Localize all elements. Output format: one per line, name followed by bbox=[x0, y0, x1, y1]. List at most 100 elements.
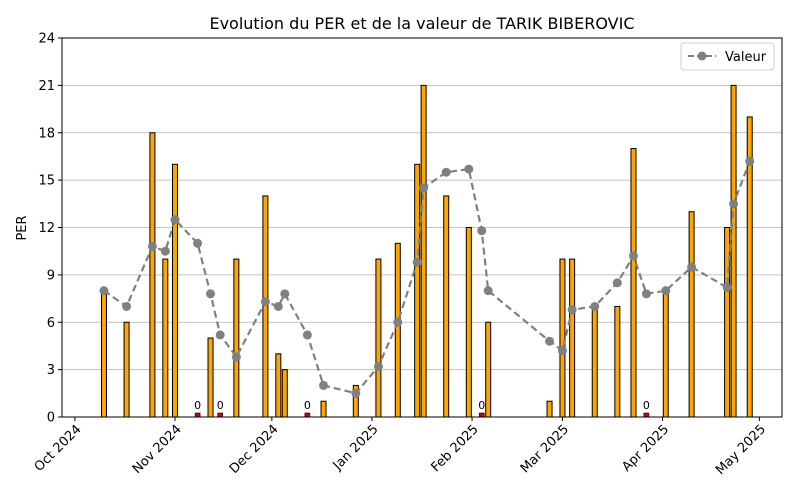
x-tick-label: Mar 2025 bbox=[518, 422, 572, 476]
zero-bar-label: 0 bbox=[304, 399, 311, 412]
per-bar bbox=[304, 412, 311, 418]
valeur-point bbox=[412, 257, 422, 267]
valeur-point bbox=[687, 262, 697, 272]
x-tick-label: Apr 2025 bbox=[619, 422, 672, 475]
per-bar bbox=[485, 321, 492, 418]
valeur-point bbox=[419, 183, 429, 193]
y-tick-label: 3 bbox=[47, 363, 55, 378]
zero-bar-labels: 0 0 0 0 0 bbox=[194, 399, 650, 412]
x-tick-label: May 2025 bbox=[713, 422, 769, 478]
valeur-point bbox=[231, 352, 241, 362]
x-axis-ticks: Oct 2024 Nov 2024 Dec 2024 Jan 2025 Feb 2025… bbox=[32, 417, 769, 478]
valeur-point bbox=[464, 164, 474, 174]
per-bar bbox=[730, 84, 737, 418]
valeur-point bbox=[260, 297, 270, 307]
y-tick-label: 0 bbox=[47, 411, 55, 426]
y-tick-label: 12 bbox=[38, 221, 55, 236]
valeur-point bbox=[628, 251, 638, 261]
per-bar bbox=[569, 258, 576, 418]
per-bar bbox=[375, 258, 382, 418]
y-tick-label: 9 bbox=[47, 268, 55, 283]
valeur-point bbox=[147, 241, 157, 251]
per-bar bbox=[123, 321, 130, 418]
valeur-point bbox=[661, 286, 671, 296]
x-tick-label: Dec 2024 bbox=[227, 422, 282, 477]
valeur-point bbox=[567, 305, 577, 315]
valeur-line-series bbox=[99, 156, 755, 398]
y-tick-label: 24 bbox=[38, 32, 55, 47]
per-bar bbox=[281, 369, 288, 418]
y-tick-label: 21 bbox=[38, 79, 55, 94]
valeur-point bbox=[273, 301, 283, 311]
valeur-point bbox=[122, 301, 132, 311]
valeur-point bbox=[441, 167, 451, 177]
per-bar bbox=[149, 132, 156, 418]
zero-bar-label: 0 bbox=[194, 399, 201, 412]
per-bar bbox=[546, 400, 553, 418]
valeur-point bbox=[193, 238, 203, 248]
per-bar bbox=[630, 148, 637, 418]
zero-bar-label: 0 bbox=[643, 399, 650, 412]
y-tick-label: 15 bbox=[38, 174, 55, 189]
per-bar bbox=[275, 353, 282, 418]
valeur-point bbox=[206, 289, 216, 299]
y-axis-ticks: 0 3 6 9 12 15 18 21 24 bbox=[38, 32, 62, 426]
per-bar bbox=[559, 258, 566, 418]
valeur-point bbox=[729, 199, 739, 209]
per-bar bbox=[162, 258, 169, 418]
valeur-point bbox=[477, 226, 487, 236]
valeur-point bbox=[373, 361, 383, 371]
per-bar bbox=[320, 400, 327, 418]
valeur-point bbox=[745, 156, 755, 166]
x-tick-label: Jan 2025 bbox=[330, 422, 382, 474]
legend: Valeur bbox=[680, 42, 775, 71]
zero-bar-label: 0 bbox=[217, 399, 224, 412]
valeur-point bbox=[215, 330, 225, 340]
per-bar bbox=[207, 337, 214, 418]
per-bar bbox=[643, 412, 650, 418]
per-bar bbox=[217, 412, 224, 418]
x-tick-label: Feb 2025 bbox=[429, 422, 482, 475]
valeur-point bbox=[393, 317, 403, 327]
valeur-point bbox=[483, 286, 493, 296]
valeur-point bbox=[722, 283, 732, 293]
per-bar bbox=[100, 290, 107, 418]
legend-label-valeur: Valeur bbox=[725, 50, 767, 65]
per-bar bbox=[443, 195, 450, 418]
valeur-point bbox=[351, 388, 361, 398]
per-bar bbox=[662, 290, 669, 418]
x-tick-label: Oct 2024 bbox=[32, 422, 85, 475]
zero-bar-label: 0 bbox=[478, 399, 485, 412]
legend-box bbox=[680, 42, 775, 71]
per-bar bbox=[420, 84, 427, 418]
x-tick-label: Nov 2024 bbox=[130, 422, 185, 477]
y-axis-label: PER bbox=[15, 215, 30, 240]
per-bar bbox=[591, 305, 598, 418]
valeur-point bbox=[641, 289, 651, 299]
per-bar bbox=[465, 227, 472, 418]
valeur-point bbox=[170, 215, 180, 225]
per-bar bbox=[233, 258, 240, 418]
valeur-point bbox=[545, 336, 555, 346]
per-bar bbox=[478, 412, 485, 418]
per-bar bbox=[172, 163, 179, 418]
y-tick-label: 18 bbox=[38, 126, 55, 141]
valeur-point bbox=[557, 346, 567, 356]
per-bar bbox=[414, 163, 421, 418]
per-bar bbox=[262, 195, 269, 418]
per-bar bbox=[194, 412, 201, 418]
per-bar bbox=[394, 242, 401, 418]
valeur-point bbox=[590, 301, 600, 311]
valeur-point bbox=[99, 286, 109, 296]
valeur-point bbox=[612, 278, 622, 288]
y-tick-label: 6 bbox=[47, 316, 55, 331]
valeur-point bbox=[280, 289, 290, 299]
valeur-point bbox=[160, 246, 170, 256]
per-bar bbox=[614, 305, 621, 418]
legend-marker-swatch bbox=[697, 51, 707, 61]
valeur-point bbox=[319, 380, 329, 390]
valeur-point bbox=[302, 330, 312, 340]
chart-title: Evolution du PER et de la valeur de TARI… bbox=[209, 14, 634, 33]
per-bar bbox=[688, 211, 695, 418]
